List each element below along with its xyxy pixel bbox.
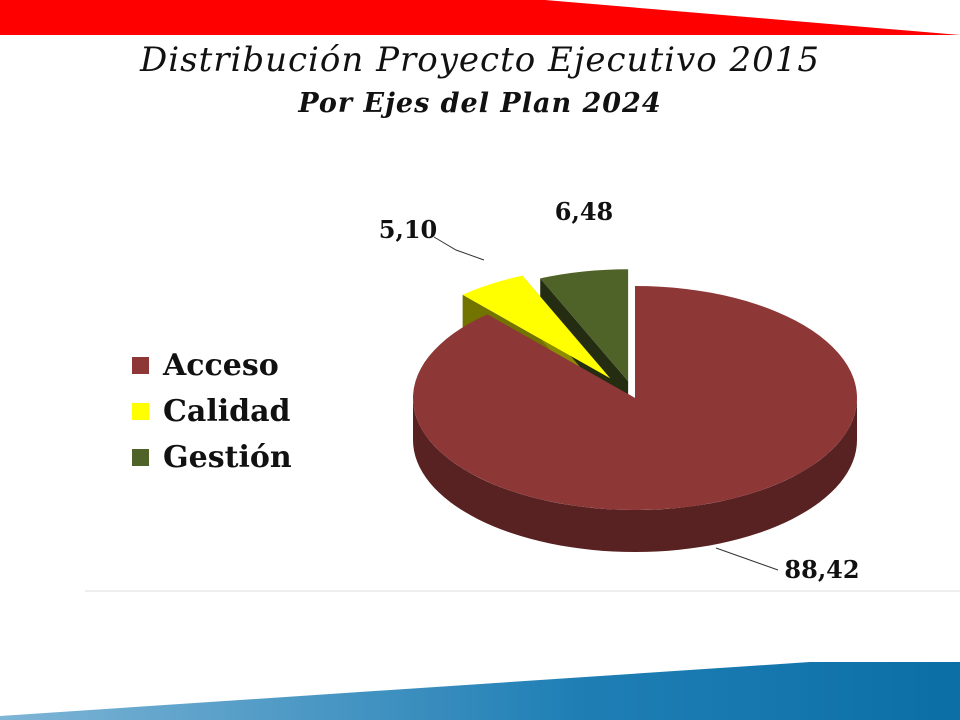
pie-chart: 88,42 5,10 6,48 (379, 197, 860, 584)
data-label-calidad: 5,10 (379, 215, 437, 244)
legend-item-acceso: Acceso (132, 342, 292, 388)
pie-side-acceso (413, 398, 857, 552)
legend-swatch-acceso (132, 356, 149, 374)
pie-slice-acceso (413, 286, 857, 511)
pie-slice-calidad (462, 275, 611, 379)
top-red-banner (0, 0, 960, 35)
data-label-acceso: 88,42 (784, 555, 859, 584)
legend-label-calidad: Calidad (163, 393, 291, 429)
leader-line-calidad (433, 236, 485, 261)
legend: Acceso Calidad Gestión (132, 342, 292, 480)
legend-swatch-gestion (132, 448, 149, 466)
legend-label-acceso: Acceso (163, 347, 279, 383)
legend-item-calidad: Calidad (132, 388, 292, 434)
pie-slice-gestion (540, 269, 629, 382)
chart-title: Distribución Proyecto Ejecutivo 2015 (139, 40, 820, 80)
leader-line-acceso (715, 547, 779, 571)
legend-item-gestion: Gestión (132, 434, 292, 480)
chart-subtitle: Por Ejes del Plan 2024 (298, 88, 662, 119)
legend-label-gestion: Gestión (163, 439, 292, 475)
legend-swatch-calidad (132, 402, 149, 420)
bottom-blue-band (0, 662, 960, 720)
data-label-gestion: 6,48 (555, 197, 613, 226)
